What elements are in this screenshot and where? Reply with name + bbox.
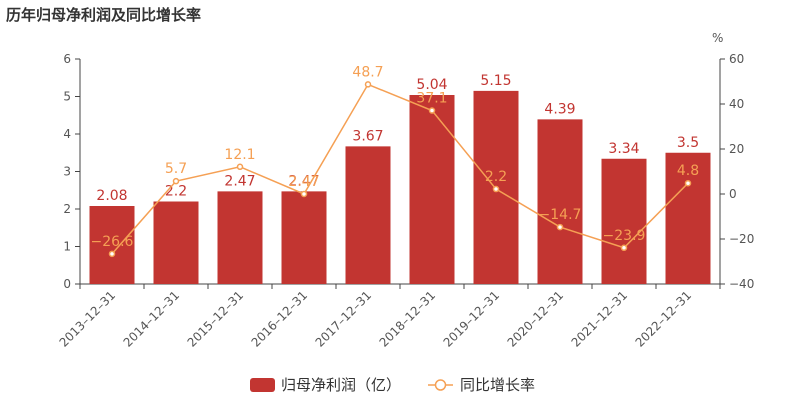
y-right-tick-label: −20 (729, 232, 754, 246)
bar-value-label: 2.47 (288, 173, 319, 189)
growth-value-label: −23.9 (603, 228, 646, 244)
x-tick-label: 2018–12–31 (377, 288, 439, 350)
bar (409, 95, 455, 284)
growth-value-label: −14.7 (539, 207, 582, 223)
y-left-tick-label: 1 (63, 240, 71, 254)
x-tick-label: 2020–12–31 (505, 288, 567, 350)
bar (665, 152, 711, 284)
legend-line-label: 同比增长率 (460, 376, 535, 394)
x-tick-label: 2017–12–31 (313, 288, 375, 350)
bar (537, 119, 583, 284)
x-tick-label: 2014–12–31 (121, 288, 183, 350)
y-right-unit-label: % (712, 31, 723, 45)
y-right-tick-label: 60 (729, 52, 744, 66)
y-right-tick-label: 0 (729, 187, 737, 201)
y-left-tick-label: 2 (63, 202, 71, 216)
bar-value-label: 4.39 (544, 101, 575, 117)
y-right-tick-label: −40 (729, 277, 754, 291)
growth-point (300, 190, 308, 198)
growth-value-label: 48.7 (352, 64, 383, 80)
x-tick-label: 2013–12–31 (57, 288, 119, 350)
growth-point (172, 177, 180, 185)
growth-point (684, 179, 692, 187)
bar-value-label: 2.08 (96, 188, 127, 204)
legend-bar-label: 归母净利润（亿） (281, 376, 401, 394)
chart-title: 历年归母净利润及同比增长率 (6, 6, 202, 24)
bar-value-label: 3.34 (608, 141, 639, 157)
growth-value-label: 4.8 (677, 163, 699, 179)
y-left-tick-label: 6 (63, 52, 71, 66)
y-right-tick-label: 40 (729, 97, 744, 111)
growth-value-label: 5.7 (165, 161, 187, 177)
x-tick-label: 2016–12–31 (249, 288, 311, 350)
x-tick-label: 2022–12–31 (633, 288, 695, 350)
growth-value-label: 2.2 (485, 169, 507, 185)
bar (281, 191, 327, 284)
y-left-tick-label: 0 (63, 277, 71, 291)
growth-value-label: 2.47 (288, 174, 319, 190)
growth-point (236, 163, 244, 171)
bar-value-label: 2.47 (224, 173, 255, 189)
bar (89, 206, 135, 284)
growth-value-label: 37.1 (416, 91, 447, 107)
growth-value-label: 12.1 (224, 147, 255, 163)
bar-value-label: 3.5 (677, 135, 699, 151)
bar-value-label: 3.67 (352, 128, 383, 144)
x-tick-label: 2019–12–31 (441, 288, 503, 350)
y-right-tick-label: 20 (729, 142, 744, 156)
y-left-tick-label: 4 (63, 127, 71, 141)
bar (217, 191, 263, 284)
y-left-tick-label: 3 (63, 165, 71, 179)
growth-point (108, 250, 116, 258)
legend-line-marker (434, 379, 447, 391)
bar (153, 201, 199, 284)
bar-value-label: 2.2 (165, 184, 187, 200)
bar-value-label: 5.04 (416, 77, 447, 93)
bar (601, 158, 647, 284)
x-tick-label: 2015–12–31 (185, 288, 247, 350)
legend-bar-swatch (250, 378, 275, 392)
bar (345, 146, 391, 284)
x-tick-label: 2021–12–31 (569, 288, 631, 350)
growth-line (111, 83, 689, 255)
growth-point (620, 244, 628, 252)
y-left-tick-label: 5 (63, 90, 71, 104)
growth-value-label: −26.6 (91, 234, 134, 250)
growth-point (428, 107, 436, 114)
growth-point (364, 81, 372, 88)
growth-point (492, 185, 500, 193)
bar-value-label: 5.15 (480, 73, 511, 89)
growth-point (556, 223, 564, 231)
